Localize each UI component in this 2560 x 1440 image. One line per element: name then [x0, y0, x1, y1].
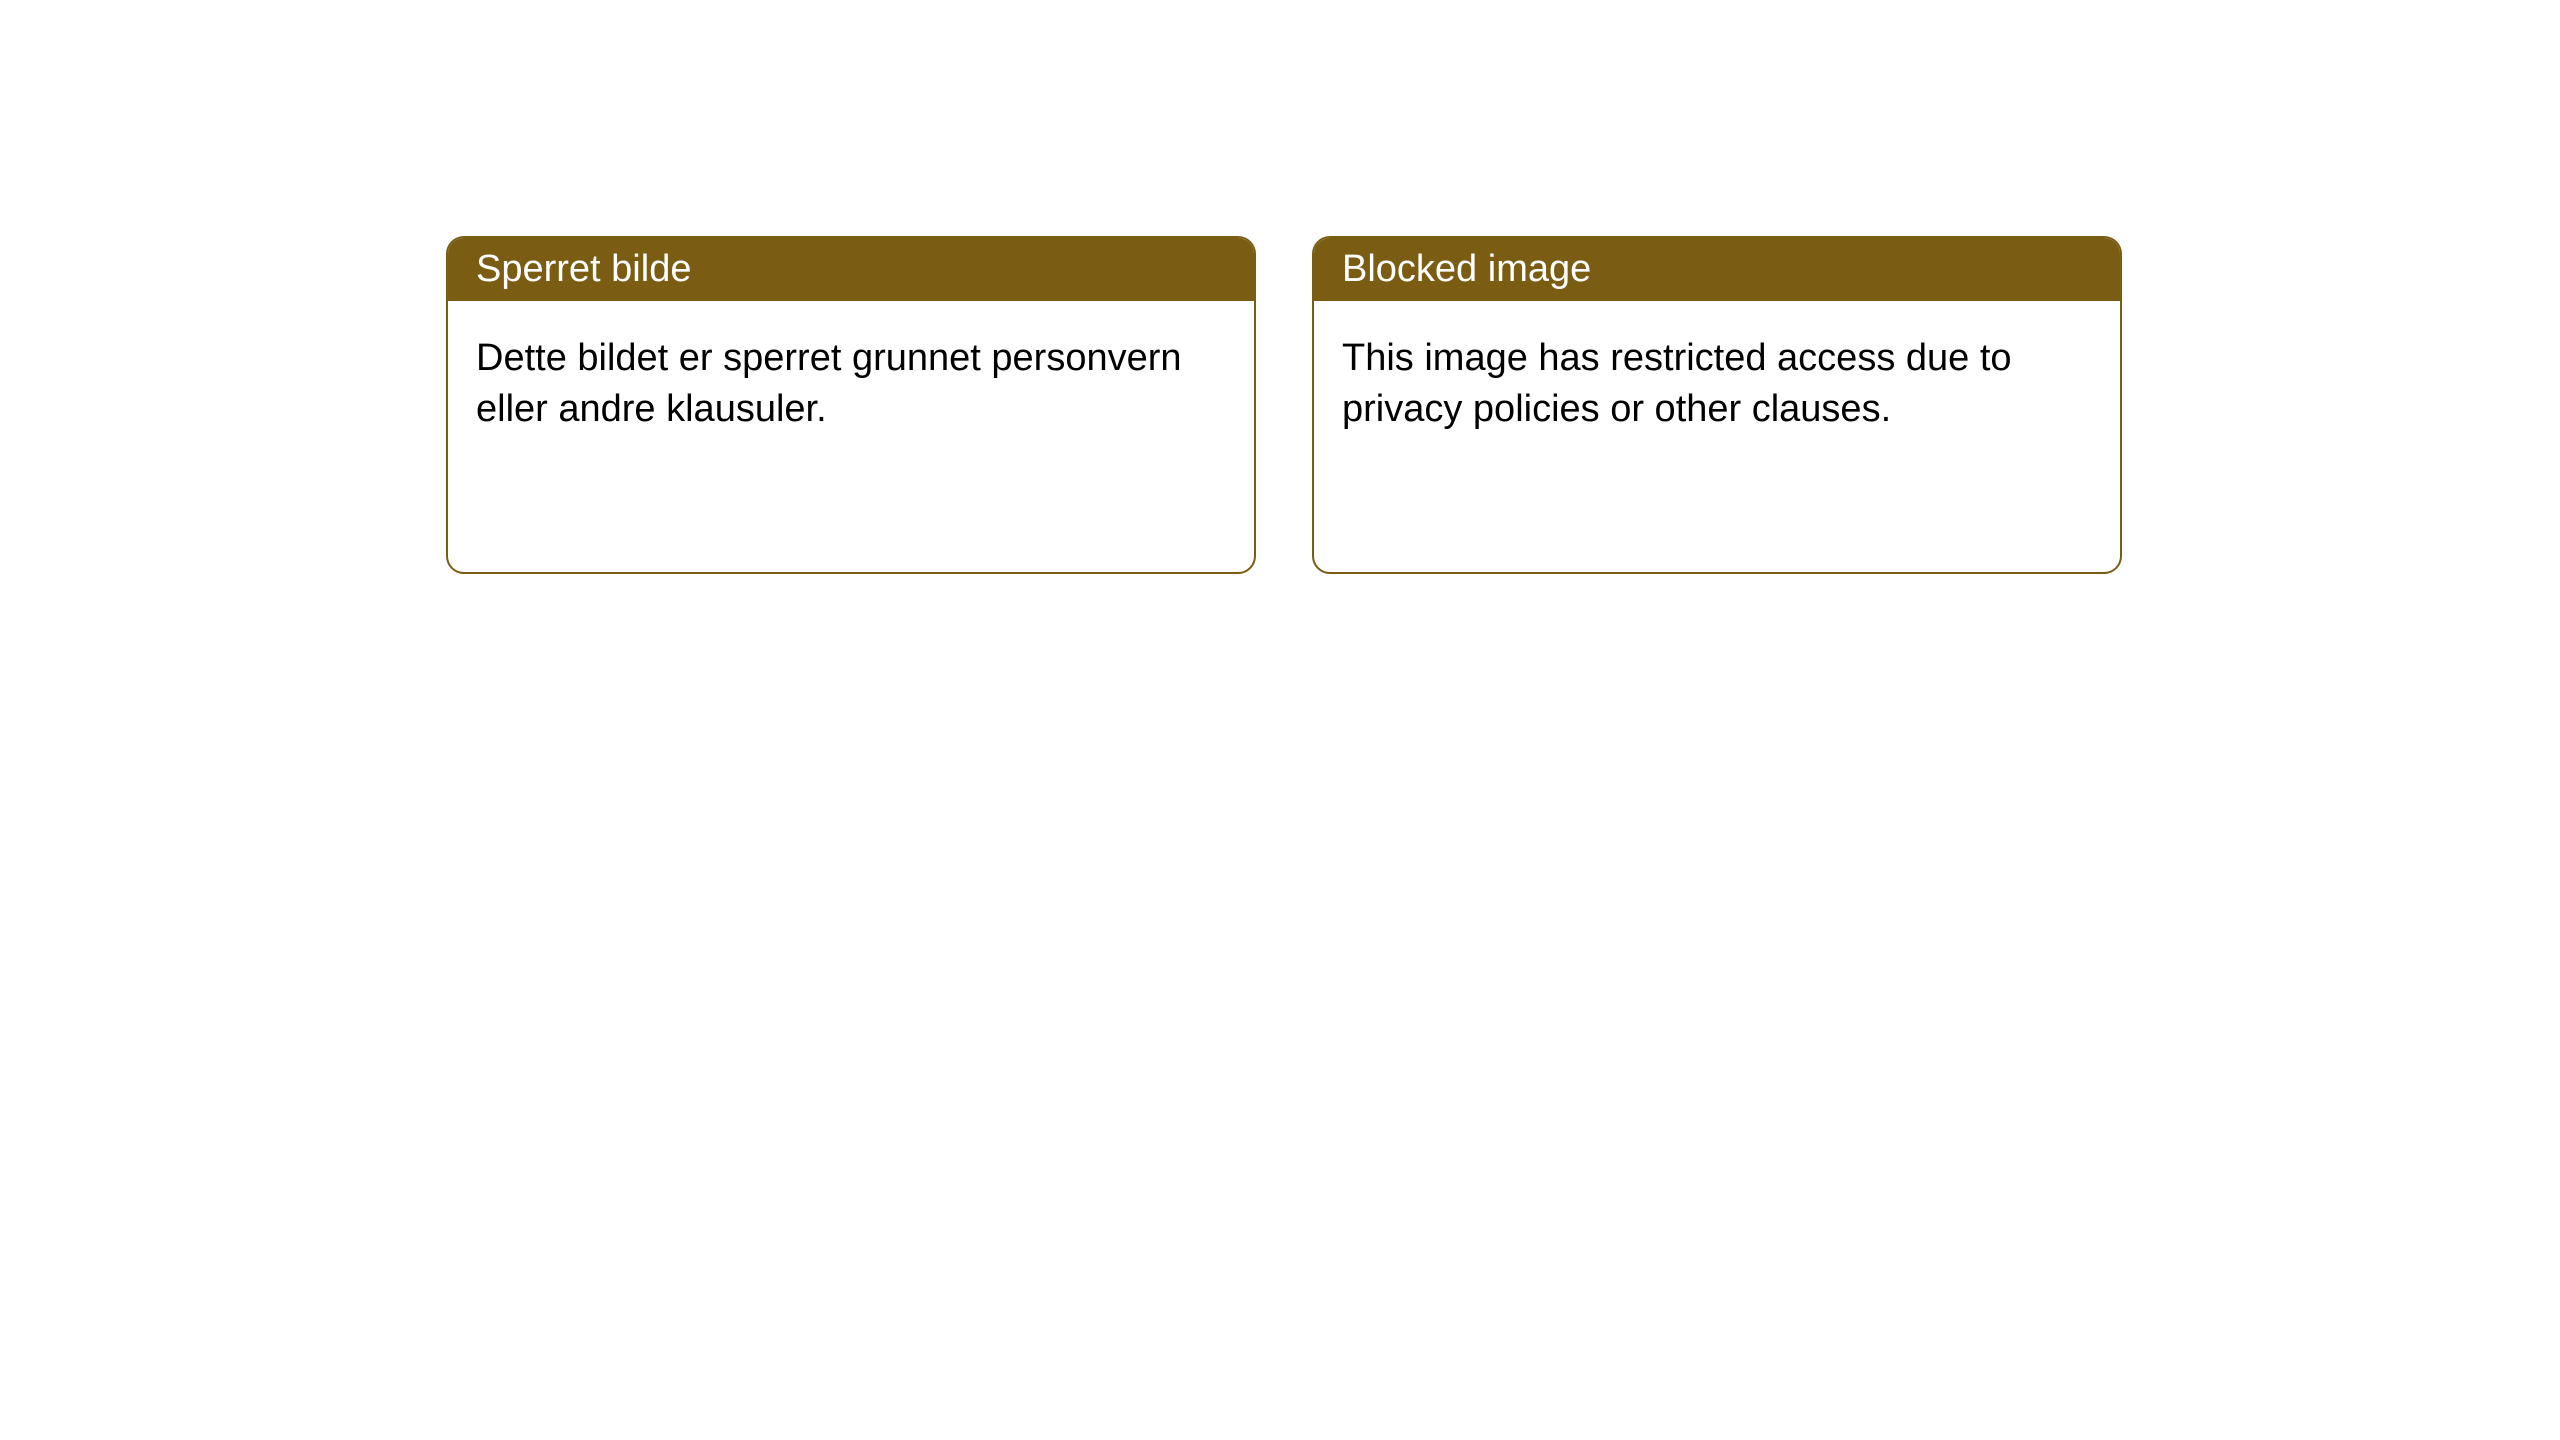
- card-body: This image has restricted access due to …: [1314, 301, 2120, 468]
- blocked-image-card-en: Blocked image This image has restricted …: [1312, 236, 2122, 574]
- card-message: Dette bildet er sperret grunnet personve…: [476, 337, 1182, 430]
- card-header: Blocked image: [1314, 238, 2120, 301]
- card-title: Blocked image: [1342, 248, 1591, 290]
- card-body: Dette bildet er sperret grunnet personve…: [448, 301, 1254, 468]
- card-header: Sperret bilde: [448, 238, 1254, 301]
- blocked-image-card-no: Sperret bilde Dette bildet er sperret gr…: [446, 236, 1256, 574]
- card-title: Sperret bilde: [476, 248, 691, 290]
- notice-cards-container: Sperret bilde Dette bildet er sperret gr…: [446, 236, 2122, 574]
- card-message: This image has restricted access due to …: [1342, 337, 2012, 430]
